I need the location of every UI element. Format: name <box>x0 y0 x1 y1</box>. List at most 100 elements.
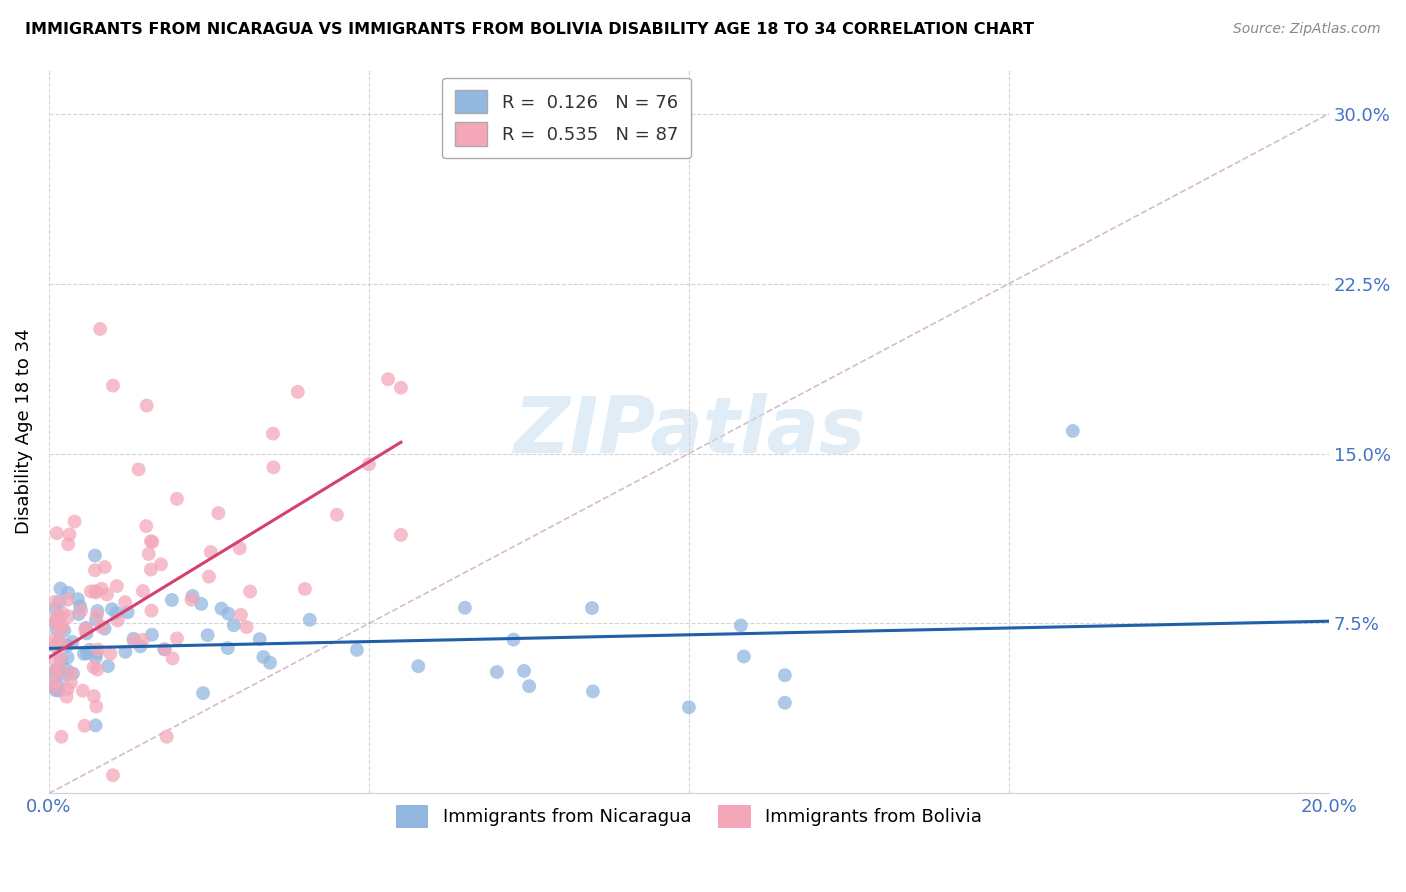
Point <box>198 569 221 583</box>
Point <box>83 689 105 703</box>
Text: IMMIGRANTS FROM NICARAGUA VS IMMIGRANTS FROM BOLIVIA DISABILITY AGE 18 TO 34 COR: IMMIGRANTS FROM NICARAGUA VS IMMIGRANTS … <box>25 22 1035 37</box>
Point <box>45 622 67 636</box>
Point <box>162 651 184 665</box>
Point <box>44 681 66 695</box>
Y-axis label: Disability Age 18 to 34: Disability Age 18 to 34 <box>15 328 32 533</box>
Point <box>90 620 112 634</box>
Point <box>80 584 103 599</box>
Point <box>114 595 136 609</box>
Point <box>56 592 79 607</box>
Point <box>84 584 107 599</box>
Point <box>67 607 90 621</box>
Point <box>44 654 66 668</box>
Point <box>138 547 160 561</box>
Point <box>87 642 110 657</box>
Point <box>72 683 94 698</box>
Point <box>44 632 66 646</box>
Point <box>357 458 380 472</box>
Point <box>181 589 204 603</box>
Point <box>66 592 89 607</box>
Point <box>56 650 79 665</box>
Point <box>105 606 128 620</box>
Point <box>229 607 252 622</box>
Point <box>101 602 124 616</box>
Point <box>190 597 212 611</box>
Point <box>45 640 67 654</box>
Point <box>200 545 222 559</box>
Point <box>84 613 107 627</box>
Point <box>139 534 162 549</box>
Point <box>44 595 66 609</box>
Point <box>48 634 70 648</box>
Point <box>122 634 145 648</box>
Point <box>207 506 229 520</box>
Point <box>217 641 239 656</box>
Point <box>44 683 66 698</box>
Point <box>132 632 155 647</box>
Point <box>44 664 66 678</box>
Point <box>129 640 152 654</box>
Point <box>128 462 150 476</box>
Point <box>513 664 536 678</box>
Point <box>46 617 69 632</box>
Point <box>76 626 98 640</box>
Point <box>101 378 124 392</box>
Point <box>287 384 309 399</box>
Point <box>101 768 124 782</box>
Point <box>107 614 129 628</box>
Text: Source: ZipAtlas.com: Source: ZipAtlas.com <box>1233 22 1381 37</box>
Point <box>346 643 368 657</box>
Point <box>56 537 79 551</box>
Point <box>84 718 107 732</box>
Point <box>73 719 96 733</box>
Point <box>44 615 66 630</box>
Point <box>84 585 107 599</box>
Point <box>46 678 69 692</box>
Point <box>45 665 67 679</box>
Point <box>730 618 752 632</box>
Point <box>502 632 524 647</box>
Point <box>1062 424 1084 438</box>
Point <box>228 541 250 556</box>
Point <box>55 667 77 681</box>
Point <box>44 602 66 616</box>
Point <box>48 609 70 624</box>
Point <box>150 558 173 572</box>
Point <box>84 549 107 563</box>
Point <box>63 515 86 529</box>
Point <box>62 666 84 681</box>
Point <box>94 560 117 574</box>
Point <box>44 681 66 695</box>
Point <box>139 563 162 577</box>
Point <box>55 690 77 704</box>
Point <box>86 663 108 677</box>
Point <box>89 322 111 336</box>
Point <box>56 585 79 599</box>
Point <box>773 668 796 682</box>
Point <box>100 647 122 661</box>
Point <box>48 683 70 698</box>
Point <box>52 607 75 621</box>
Point <box>298 613 321 627</box>
Point <box>249 632 271 647</box>
Point <box>180 592 202 607</box>
Point <box>58 609 80 624</box>
Point <box>166 491 188 506</box>
Point <box>581 601 603 615</box>
Point <box>259 656 281 670</box>
Point <box>235 620 257 634</box>
Point <box>156 730 179 744</box>
Point <box>49 663 72 677</box>
Point <box>84 699 107 714</box>
Point <box>53 624 76 638</box>
Point <box>44 671 66 685</box>
Point <box>678 700 700 714</box>
Point <box>44 638 66 652</box>
Point <box>582 684 605 698</box>
Point <box>48 595 70 609</box>
Point <box>49 582 72 596</box>
Point <box>90 582 112 596</box>
Point <box>60 635 83 649</box>
Point <box>76 623 98 637</box>
Point <box>197 628 219 642</box>
